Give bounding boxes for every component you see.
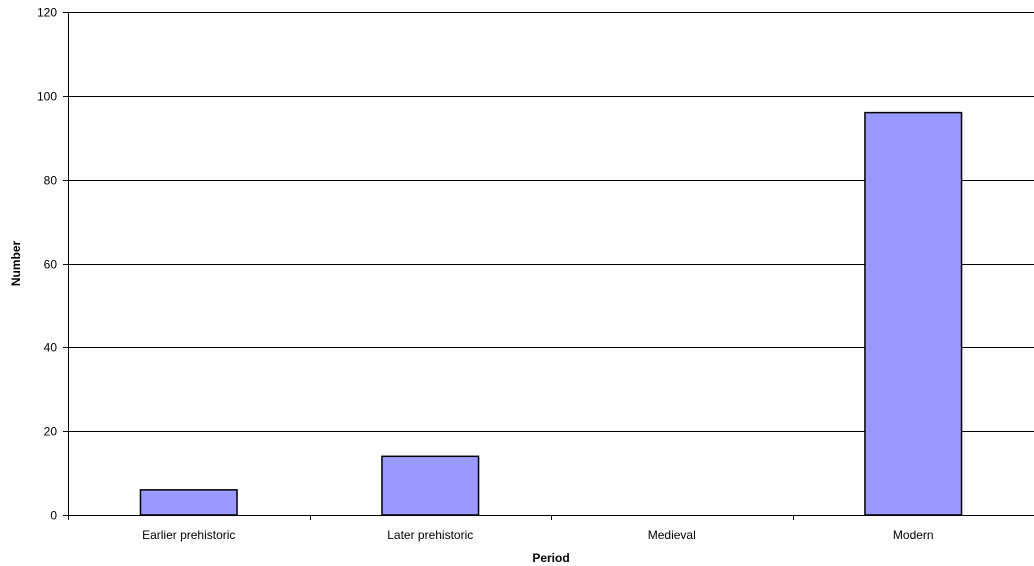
y-axis-title: Number [9,241,23,287]
y-tick-label: 120 [37,6,57,20]
x-tick-label: Modern [893,528,934,542]
x-tick-labels: Earlier prehistoric Later prehistoric Medi… [142,528,934,542]
y-tick-label: 100 [37,90,57,104]
x-axis-title: Period [532,551,569,565]
x-tick-label: Later prehistoric [387,528,473,542]
bar-earlier-prehistoric [139,489,238,516]
x-tick-label: Medieval [648,528,696,542]
y-tick-label: 20 [44,425,58,439]
bars [139,111,963,516]
bar-later-prehistoric [381,455,480,516]
y-tick-label: 60 [44,258,58,272]
axes [63,12,1034,520]
bar-modern [864,111,963,516]
y-tick-labels: 0 20 40 60 80 100 120 [37,6,57,523]
y-tick-label: 40 [44,341,58,355]
y-tick-label: 0 [50,509,57,523]
y-tick-label: 80 [44,174,58,188]
x-tick-label: Earlier prehistoric [142,528,235,542]
